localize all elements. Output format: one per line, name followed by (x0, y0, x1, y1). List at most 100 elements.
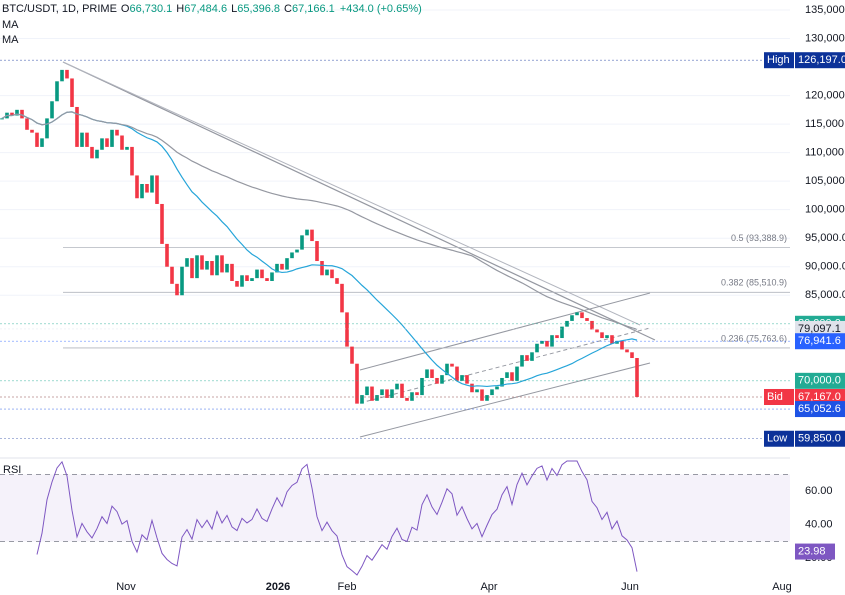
candle (365, 386, 369, 396)
candle (195, 255, 199, 279)
candle (410, 392, 414, 401)
ohlc-key: L (231, 3, 237, 15)
candle (345, 312, 349, 347)
ohlc-key: O (121, 3, 130, 15)
channel-line (359, 292, 651, 371)
candle (245, 275, 249, 281)
candle (335, 278, 339, 284)
candle (530, 352, 534, 361)
candle (565, 320, 569, 327)
candle (465, 375, 469, 384)
candle (440, 375, 444, 384)
candle (390, 389, 394, 398)
candle (170, 266, 174, 284)
candle (620, 340, 624, 350)
candle (525, 355, 529, 361)
moving-average (1, 111, 638, 330)
candle (90, 146, 94, 159)
rsi-tag (795, 543, 835, 560)
change: +434.0 (+0.65%) (340, 3, 422, 15)
y-tick-label: 110,000.0 (805, 147, 845, 159)
ohlc-value: 67,484.6 (184, 3, 227, 15)
candle (605, 335, 609, 339)
candle (280, 263, 284, 270)
rsi-line (36, 460, 638, 576)
candle (540, 340, 544, 344)
candle (535, 343, 539, 353)
fib-label: 0.382 (85,510.9) (721, 278, 787, 288)
candle (100, 138, 104, 150)
candle (105, 138, 109, 147)
price-tag (795, 430, 845, 447)
rsi-tag-label: 23.98 (798, 545, 826, 557)
candle (210, 261, 214, 276)
price-tag-label: 67,167.0 (798, 391, 841, 403)
candle (450, 363, 454, 367)
y-tick-label: 85,000.0 (805, 289, 845, 301)
candle (470, 383, 474, 393)
candle (415, 392, 419, 396)
candle (550, 335, 554, 347)
candle (475, 389, 479, 393)
candle (375, 395, 379, 401)
candle (15, 109, 19, 116)
y-tick-label: 90,000.0 (805, 261, 845, 273)
price-tag (795, 372, 845, 389)
price-tag (795, 52, 845, 69)
candle (480, 389, 484, 401)
price-tag-label: 59,850.0 (798, 433, 841, 445)
candle (120, 135, 124, 150)
channel-line (359, 362, 651, 438)
candle (255, 269, 259, 279)
candle (95, 149, 99, 159)
x-tick-label: Apr (480, 581, 497, 593)
candle (0, 118, 4, 120)
candle (630, 352, 634, 359)
candle (290, 252, 294, 259)
candle (505, 372, 509, 378)
candle (60, 69, 64, 82)
candle (425, 369, 429, 378)
candle (275, 263, 279, 273)
ohlc-value: 67,166.1 (292, 3, 335, 15)
candle (110, 129, 114, 147)
candle (575, 312, 579, 316)
price-tag-label: 76,941.6 (798, 335, 841, 347)
candle (225, 263, 229, 273)
y-tick-label: 135,000.0 (805, 4, 845, 16)
candle (20, 109, 24, 119)
candle (500, 377, 504, 387)
candle (115, 129, 119, 136)
price-tag-prefix (764, 388, 794, 405)
candle (350, 346, 354, 364)
candle (75, 106, 79, 147)
candle (240, 275, 244, 287)
price-tag-prefix-label: High (767, 54, 790, 66)
header: BTC/USDT, 1D, PRIME O66,730.1 H67,484.6 L65… (2, 3, 422, 15)
candle (265, 278, 269, 281)
candle (260, 269, 264, 279)
trendline (62, 61, 641, 326)
y-tick-label: 115,000.0 (805, 118, 845, 130)
candle (555, 335, 559, 339)
price-tag-prefix-label: Low (767, 433, 787, 445)
rsi-title: RSI (3, 464, 21, 476)
x-tick-label: Aug (772, 581, 792, 593)
candle (185, 258, 189, 267)
candle (625, 349, 629, 353)
candle (380, 389, 384, 396)
candle (420, 377, 424, 396)
rsi-tick-label: 40.00 (805, 519, 833, 531)
candle (190, 258, 194, 279)
y-tick-label: 95,000.0 (805, 232, 845, 244)
candle (570, 315, 574, 321)
trendline (62, 61, 656, 341)
candle (50, 101, 54, 119)
candle (125, 146, 129, 150)
candle (70, 78, 74, 107)
candle (270, 272, 274, 281)
channel-mid (359, 327, 651, 404)
candle (430, 369, 434, 378)
candle (160, 203, 164, 244)
